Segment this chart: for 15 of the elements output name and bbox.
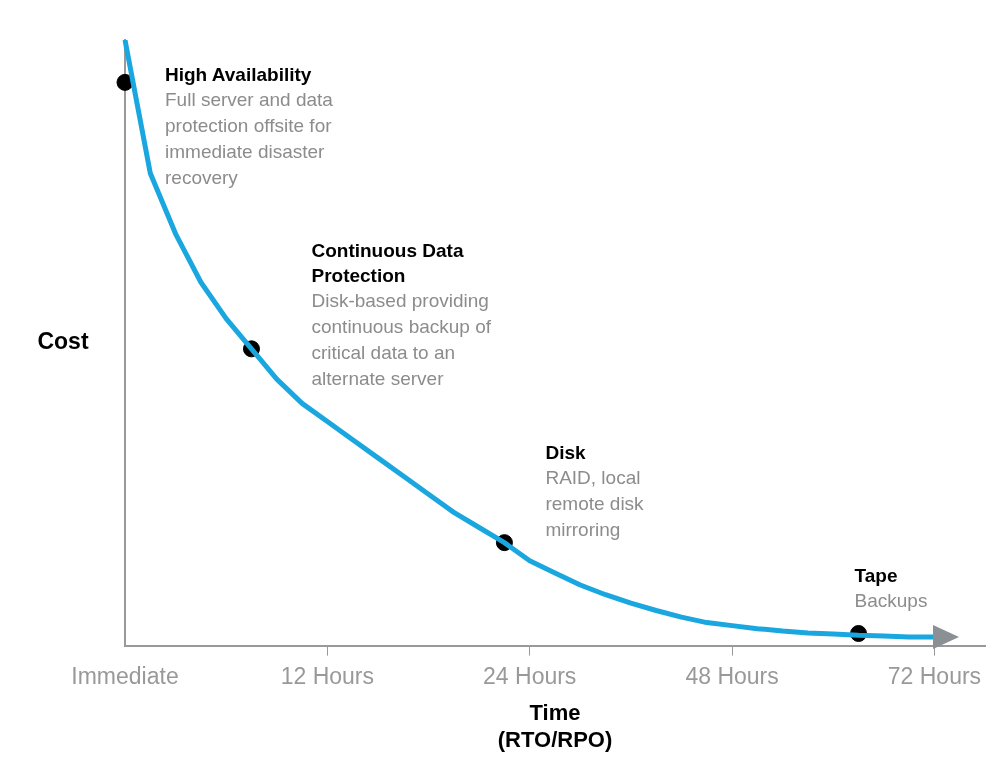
text: Continuous Data Protection <box>311 239 464 286</box>
x-tick-label: 24 Hours <box>483 662 577 689</box>
x-tick-label: 48 Hours <box>685 662 779 689</box>
series-label: High Availability <box>165 64 312 86</box>
annotation: Disk-based providing continuous backup of critical data to an alternate server <box>311 289 492 389</box>
x-tick-label: 12 Hours <box>280 662 375 689</box>
text: Tape <box>854 565 898 587</box>
x-axis-title: Time (RTO/RPO) <box>497 700 613 752</box>
y-axis-title: Cost <box>37 328 89 355</box>
x-tick-label: Immediate <box>71 662 179 689</box>
annotation: Backups <box>854 590 928 612</box>
x-tick-label: 72 Hours <box>887 662 982 689</box>
annotation: Full server and data protection offsite for immediate disaster recovery <box>165 89 334 189</box>
annotation: RAID, local remote disk mirroring <box>545 467 645 541</box>
text: Disk <box>545 442 586 464</box>
